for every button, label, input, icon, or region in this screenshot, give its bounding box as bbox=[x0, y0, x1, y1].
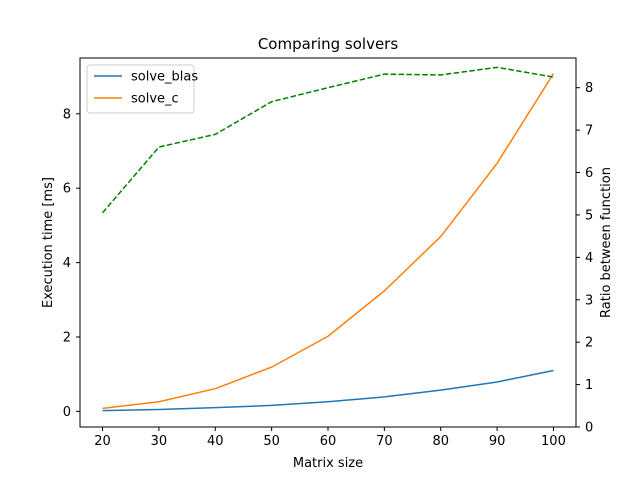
y-tick-label-left: 0 bbox=[63, 405, 71, 420]
x-tick-label: 100 bbox=[541, 434, 566, 449]
y-tick-label-right: 5 bbox=[585, 208, 593, 223]
x-tick-label: 30 bbox=[151, 434, 168, 449]
x-axis-title: Matrix size bbox=[293, 456, 363, 471]
y-tick-label-left: 2 bbox=[63, 330, 71, 345]
y-tick-label-right: 1 bbox=[585, 378, 593, 393]
x-tick-label: 90 bbox=[489, 434, 506, 449]
y-tick-label-right: 0 bbox=[585, 421, 593, 436]
y-tick-label-left: 6 bbox=[63, 182, 71, 197]
y-axis-left: 0 2 4 6 8 bbox=[63, 107, 80, 420]
series-line-solve-blas bbox=[102, 369, 554, 412]
legend: solve_blas solve_c bbox=[86, 64, 198, 114]
x-tick-label: 20 bbox=[94, 434, 111, 449]
x-tick-label: 60 bbox=[320, 434, 337, 449]
y-axis-right: 0 1 2 3 4 5 6 7 8 bbox=[576, 81, 593, 436]
legend-box bbox=[86, 64, 195, 114]
series-layer bbox=[101, 66, 555, 412]
y-tick-label-right: 7 bbox=[585, 124, 593, 139]
y-tick-label-left: 8 bbox=[63, 107, 71, 122]
x-axis: 20 30 40 50 60 70 80 90 100 bbox=[94, 427, 566, 449]
y-tick-label-left: 4 bbox=[63, 256, 71, 271]
y-axis-title-right: Ratio between function bbox=[599, 167, 614, 318]
x-tick-label: 50 bbox=[263, 434, 280, 449]
x-tick-label: 80 bbox=[432, 434, 449, 449]
chart-title: Comparing solvers bbox=[258, 35, 399, 53]
x-tick-label: 40 bbox=[207, 434, 224, 449]
y-tick-label-right: 2 bbox=[585, 336, 593, 351]
y-tick-label-right: 8 bbox=[585, 81, 593, 96]
legend-label-solve-blas: solve_blas bbox=[131, 70, 198, 85]
x-tick-label: 70 bbox=[376, 434, 393, 449]
y-tick-label-right: 4 bbox=[585, 251, 593, 266]
legend-label-solve-c: solve_c bbox=[131, 92, 179, 107]
series-line-solve-c bbox=[102, 73, 555, 410]
y-tick-label-right: 6 bbox=[585, 166, 593, 181]
y-axis-title-left: Execution time [ms] bbox=[41, 177, 56, 308]
series-line-ratio bbox=[101, 66, 554, 214]
y-tick-label-right: 3 bbox=[585, 293, 593, 308]
